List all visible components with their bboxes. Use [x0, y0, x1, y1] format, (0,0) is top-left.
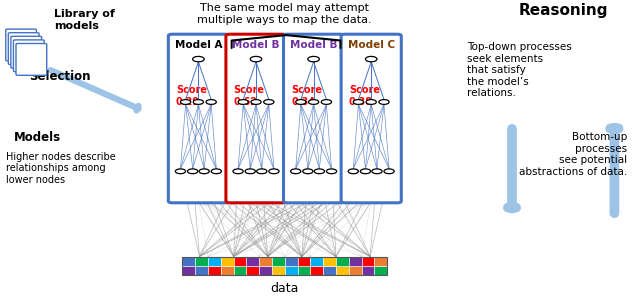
Circle shape	[291, 169, 301, 174]
Circle shape	[180, 100, 191, 104]
Bar	[310, 256, 323, 266]
FancyBboxPatch shape	[284, 34, 344, 203]
Bar	[310, 266, 323, 274]
Circle shape	[372, 169, 382, 174]
Bar	[362, 256, 374, 266]
Circle shape	[206, 100, 216, 104]
FancyBboxPatch shape	[168, 34, 228, 203]
Circle shape	[233, 169, 243, 174]
Circle shape	[296, 100, 306, 104]
Circle shape	[199, 169, 209, 174]
Bar	[336, 256, 349, 266]
Text: Reasoning: Reasoning	[518, 3, 608, 18]
Circle shape	[314, 169, 324, 174]
Circle shape	[188, 169, 198, 174]
Text: Library of
models: Library of models	[54, 9, 115, 31]
Circle shape	[379, 100, 389, 104]
Circle shape	[245, 169, 255, 174]
Circle shape	[321, 100, 332, 104]
Bar	[298, 266, 310, 274]
Circle shape	[308, 56, 319, 62]
Circle shape	[360, 169, 371, 174]
FancyBboxPatch shape	[11, 36, 42, 68]
Circle shape	[326, 169, 337, 174]
Circle shape	[238, 100, 248, 104]
Text: Models: Models	[14, 130, 61, 143]
FancyBboxPatch shape	[341, 34, 401, 203]
Circle shape	[250, 56, 262, 62]
Bar	[298, 256, 310, 266]
Bar	[234, 266, 246, 274]
Circle shape	[257, 169, 267, 174]
FancyBboxPatch shape	[13, 40, 44, 72]
Bar	[195, 266, 208, 274]
Bar	[246, 256, 259, 266]
Bar	[221, 256, 234, 266]
Text: Bottom-up
processes
see potential
abstractions of data.: Bottom-up processes see potential abstra…	[519, 132, 627, 177]
Circle shape	[353, 100, 364, 104]
Text: Score
0.62: Score 0.62	[234, 85, 264, 107]
Circle shape	[365, 56, 377, 62]
Text: Top-down processes
seek elements
that satisfy
the model’s
relations.: Top-down processes seek elements that sa…	[467, 42, 572, 98]
Circle shape	[175, 169, 186, 174]
FancyBboxPatch shape	[16, 44, 47, 75]
Text: The same model may attempt
multiple ways to map the data.: The same model may attempt multiple ways…	[198, 3, 372, 25]
Bar	[182, 256, 387, 274]
Bar	[323, 266, 336, 274]
Bar	[259, 256, 272, 266]
Text: Score
0.34: Score 0.34	[291, 85, 322, 107]
Bar	[221, 266, 234, 274]
Text: Score
0.29: Score 0.29	[176, 85, 207, 107]
Bar	[208, 266, 221, 274]
Text: data: data	[271, 283, 299, 296]
Circle shape	[308, 100, 319, 104]
Bar	[272, 266, 285, 274]
Bar	[374, 266, 387, 274]
Text: Model A: Model A	[175, 40, 222, 50]
Text: Model B: Model B	[232, 40, 280, 50]
Bar	[182, 266, 195, 274]
FancyBboxPatch shape	[8, 33, 39, 64]
Circle shape	[366, 100, 376, 104]
Circle shape	[269, 169, 279, 174]
FancyBboxPatch shape	[226, 34, 286, 203]
Circle shape	[384, 169, 394, 174]
Bar	[374, 256, 387, 266]
Text: Model C: Model C	[348, 40, 395, 50]
Bar	[285, 266, 298, 274]
Bar	[259, 266, 272, 274]
Bar	[349, 266, 362, 274]
Text: Higher nodes describe
relationships among
lower nodes: Higher nodes describe relationships amon…	[6, 152, 116, 185]
Circle shape	[348, 169, 358, 174]
Bar	[336, 266, 349, 274]
Text: Score
0.38: Score 0.38	[349, 85, 380, 107]
Bar	[285, 256, 298, 266]
Text: Selection: Selection	[29, 70, 90, 83]
Bar	[246, 266, 259, 274]
Bar	[272, 256, 285, 266]
Bar	[234, 256, 246, 266]
Circle shape	[303, 169, 313, 174]
Text: Model B: Model B	[290, 40, 337, 50]
Bar	[349, 256, 362, 266]
Bar	[362, 266, 374, 274]
Bar	[195, 256, 208, 266]
Bar	[323, 256, 336, 266]
Circle shape	[211, 169, 221, 174]
FancyBboxPatch shape	[6, 29, 36, 61]
Circle shape	[264, 100, 274, 104]
Bar	[182, 256, 195, 266]
Circle shape	[193, 100, 204, 104]
Circle shape	[193, 56, 204, 62]
Circle shape	[251, 100, 261, 104]
Bar	[208, 256, 221, 266]
